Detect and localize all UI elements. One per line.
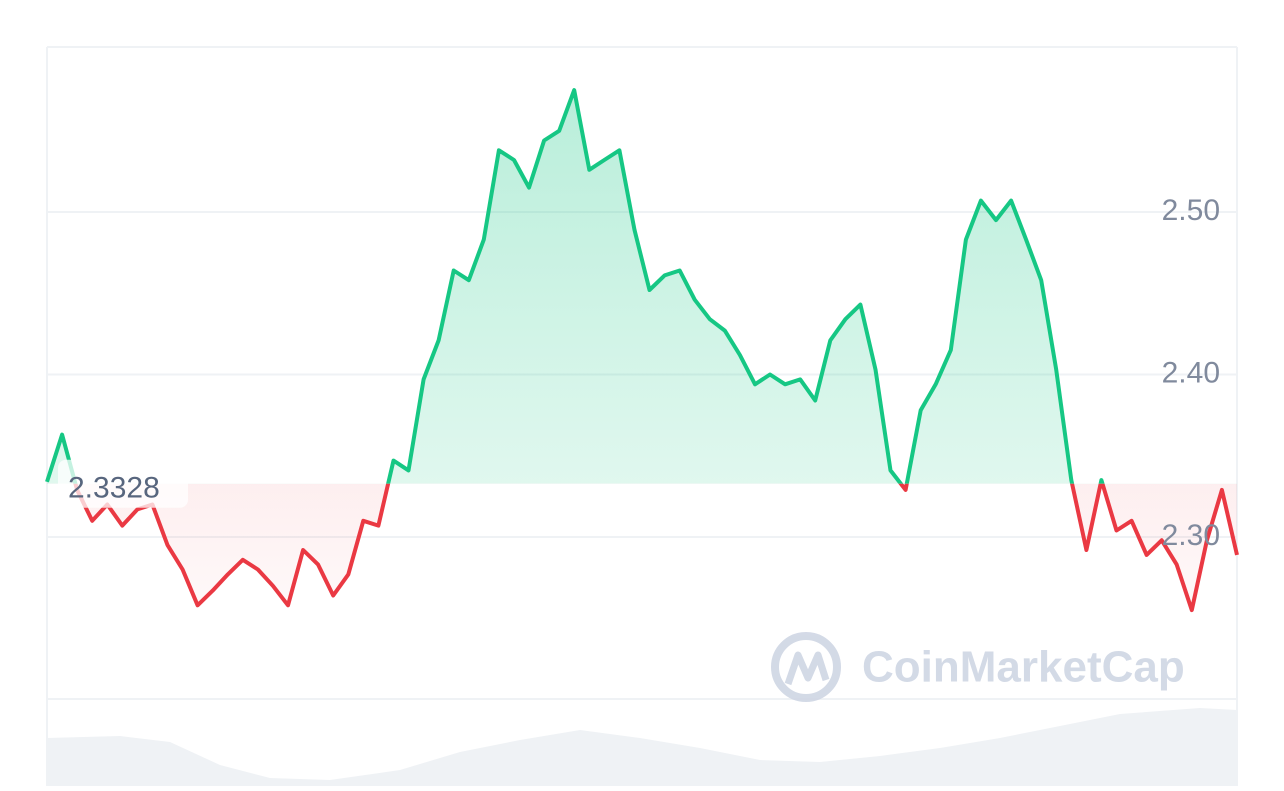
- area-up: [47, 90, 1237, 484]
- watermark-text: CoinMarketCap: [862, 643, 1185, 692]
- baseline-label: 2.3328: [68, 472, 160, 505]
- watermark-logo: [771, 632, 841, 702]
- labels: 2.30 2.40 2.50 2.3328: [58, 194, 1220, 552]
- line-up: [45, 88, 1105, 484]
- y-tick-label: 2.50: [1162, 194, 1220, 227]
- area-down: [75, 483, 1237, 611]
- line-down: [73, 483, 1239, 613]
- baseline-label-box: [58, 459, 188, 508]
- y-tick-label: 2.30: [1162, 519, 1220, 552]
- y-tick-label: 2.40: [1162, 356, 1220, 389]
- watermark: CoinMarketCap: [771, 632, 1185, 702]
- volume-area: [47, 708, 1237, 786]
- watermark-logo-mark: [784, 651, 830, 686]
- plot: [45, 88, 1239, 613]
